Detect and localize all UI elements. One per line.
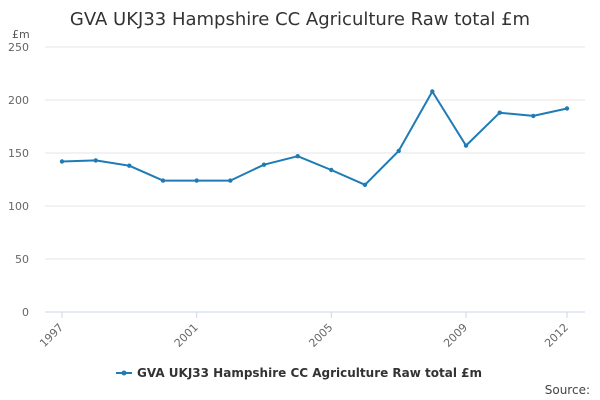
data-point[interactable]: [564, 106, 570, 111]
data-point[interactable]: [261, 162, 267, 167]
x-tick-label: 1997: [37, 321, 66, 350]
data-point[interactable]: [463, 143, 469, 148]
data-point[interactable]: [362, 182, 368, 187]
y-axis-ticks: 0 50 100 150 200 250: [8, 41, 29, 319]
data-point[interactable]: [228, 178, 233, 183]
legend[interactable]: GVA UKJ33 Hampshire CC Agriculture Raw t…: [116, 366, 482, 380]
data-point[interactable]: [127, 163, 132, 168]
data-point[interactable]: [93, 158, 98, 163]
series-group: [59, 89, 570, 187]
data-point[interactable]: [59, 159, 65, 164]
x-tick-label: 2012: [542, 321, 571, 350]
data-point[interactable]: [430, 89, 435, 94]
legend-series-label: GVA UKJ33 Hampshire CC Agriculture Raw t…: [137, 366, 482, 380]
data-point[interactable]: [329, 167, 334, 173]
x-tick-label: 2009: [441, 321, 470, 350]
series-line: [61, 90, 568, 186]
legend-series-marker: [121, 370, 127, 376]
y-tick-label: 200: [8, 94, 29, 107]
source-label: Source:: [545, 383, 590, 397]
x-axis: 1997 2001 2005 2009 2012: [37, 311, 585, 350]
data-point[interactable]: [295, 154, 300, 159]
y-tick-label: 250: [8, 41, 29, 54]
gridlines: [45, 46, 585, 260]
data-point[interactable]: [497, 110, 502, 115]
y-tick-label: 100: [8, 200, 29, 213]
y-tick-label: 50: [15, 253, 29, 266]
data-point[interactable]: [160, 178, 166, 183]
y-axis-unit-label: £m: [12, 28, 30, 41]
x-tick-label: 2001: [172, 321, 201, 350]
y-tick-label: 0: [22, 306, 29, 319]
data-point[interactable]: [194, 178, 199, 183]
x-tick-label: 2005: [306, 321, 335, 350]
data-point[interactable]: [396, 148, 401, 154]
chart-title: GVA UKJ33 Hampshire CC Agriculture Raw t…: [70, 9, 530, 30]
data-point[interactable]: [531, 113, 536, 119]
y-tick-label: 150: [8, 147, 29, 160]
